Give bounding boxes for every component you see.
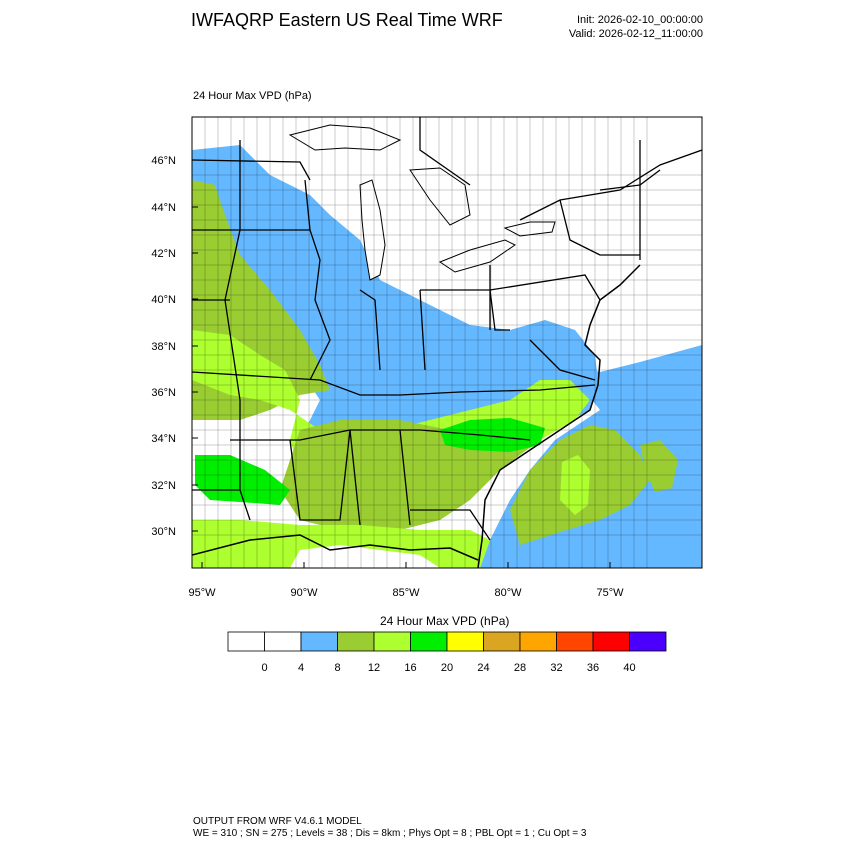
colorbar-label: 28	[513, 662, 527, 674]
lat-label-40: 40°N	[151, 294, 176, 306]
valid-time: Valid: 2026-02-12_11:00:00	[568, 28, 703, 40]
lat-label-32: 32°N	[151, 480, 176, 492]
lake-huron	[409, 167, 471, 226]
colorbar-swatch	[446, 631, 484, 652]
colorbar-swatch	[227, 631, 265, 652]
colorbar-label: 32	[550, 662, 563, 674]
init-time: Init: 2026-02-10_00:00:00	[577, 14, 703, 26]
gulf-coastline	[192, 534, 479, 561]
gulf-water	[290, 545, 440, 568]
colorbar-label: 0	[261, 662, 268, 674]
colorbar-label: 24	[477, 662, 490, 674]
colorbar-swatch	[373, 631, 411, 652]
land-bright-green-2	[195, 455, 290, 505]
lat-label-36: 36°N	[151, 387, 176, 399]
lat-label-34: 34°N	[151, 433, 176, 445]
county-lines	[192, 117, 702, 568]
lat-label-38: 38°N	[151, 341, 176, 353]
colorbar-label: 16	[404, 662, 417, 674]
canada-border	[419, 117, 702, 221]
lat-axis: 46°N 44°N 42°N 40°N 38°N 36°N 34°N 32°N …	[151, 155, 198, 538]
ocean-green-east	[640, 440, 678, 492]
coastline	[477, 264, 641, 568]
footer-model: OUTPUT FROM WRF V4.6.1 MODEL	[193, 816, 362, 827]
lon-label-90: 90°W	[290, 587, 318, 599]
colorbar-swatch	[592, 631, 630, 652]
colorbar-title: 24 Hour Max VPD (hPa)	[380, 614, 510, 628]
lat-label-42: 42°N	[151, 248, 176, 260]
land-bright-green-1	[440, 418, 545, 452]
colorbar-swatch	[264, 631, 302, 652]
colorbar-swatch	[519, 631, 557, 652]
lon-label-80: 80°W	[494, 587, 522, 599]
colorbar-label: 20	[440, 662, 454, 674]
map-plot-area	[192, 117, 702, 568]
map-frame	[191, 116, 703, 569]
ocean-lightgreen-spot	[560, 455, 590, 515]
colorbar-swatch	[483, 631, 521, 652]
colorbar-label: 36	[586, 662, 600, 674]
lon-label-75: 75°W	[596, 587, 624, 599]
colorbar-label: 4	[297, 662, 305, 674]
colorbar-swatch	[629, 631, 667, 652]
lon-label-85: 85°W	[392, 587, 420, 599]
lat-label-30: 30°N	[151, 526, 176, 538]
colorbar-swatch	[410, 631, 448, 652]
lake-superior	[288, 124, 402, 151]
colorbar	[227, 631, 667, 652]
colorbar-swatch	[300, 631, 338, 652]
colorbar-label: 8	[334, 662, 341, 674]
lat-label-46: 46°N	[151, 155, 176, 167]
colorbar-label: 12	[367, 662, 381, 674]
colorbar-label: 40	[623, 662, 636, 674]
lon-axis: 95°W 90°W 85°W 80°W 75°W	[188, 562, 624, 599]
map-title: IWFAQRP Eastern US Real Time WRF	[191, 10, 503, 30]
footer-config: WE = 310 ; SN = 275 ; Levels = 38 ; Dis …	[193, 828, 587, 839]
colorbar-swatch	[556, 631, 594, 652]
field-label: 24 Hour Max VPD (hPa)	[193, 90, 312, 102]
lon-label-95: 95°W	[188, 587, 216, 599]
lat-label-44: 44°N	[151, 202, 176, 214]
colorbar-swatch	[337, 631, 375, 652]
